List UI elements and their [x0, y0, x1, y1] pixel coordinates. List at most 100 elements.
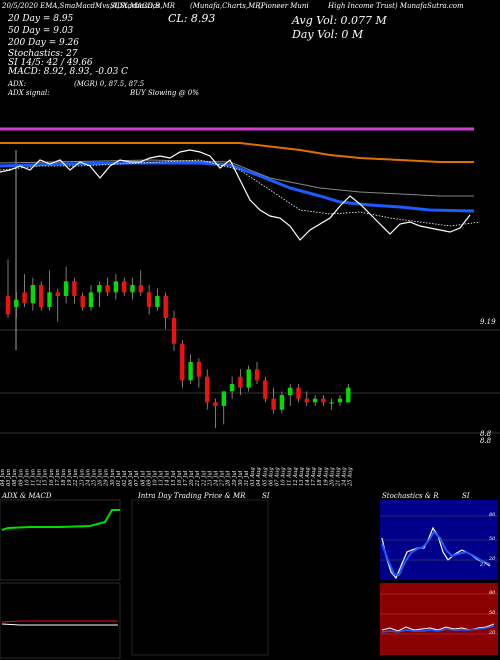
candle-body — [271, 398, 276, 410]
x-date-label: 18 Aug — [317, 467, 323, 486]
rsi-avg-line — [381, 625, 495, 633]
x-date-label: 20 Aug — [329, 467, 335, 487]
candle-body — [55, 292, 60, 296]
rsi-axis-50: 50 — [489, 610, 496, 616]
adx-panel-title: ADX & MACD — [2, 492, 52, 500]
candle-body — [72, 281, 77, 296]
candle-body — [113, 281, 119, 293]
candle-body — [229, 384, 235, 392]
sma100-line — [0, 142, 474, 163]
sma20-line — [0, 161, 475, 213]
candle-body — [337, 398, 343, 403]
adx-panel-readout: ADX: 0 +DY: 87.5 -DY: 87.5 — [2, 502, 113, 511]
candle-body — [47, 292, 52, 307]
candle-body — [263, 380, 268, 399]
intraday-si-label: SI — [262, 492, 270, 500]
x-date-label: 15 Jul — [171, 470, 177, 486]
x-date-label: 22 Jun — [73, 469, 79, 487]
sma200-label: 200 Day = 9.26 — [8, 38, 80, 48]
x-date-label: 20 Jul — [189, 470, 195, 487]
x-date-label: 10 Aug — [281, 467, 287, 486]
macd-signal-line — [1, 620, 118, 623]
close-price-label: CL: 8.93 — [168, 12, 216, 25]
candle-body — [130, 285, 135, 293]
candle-body — [122, 281, 127, 293]
x-date-label: 11 Jun — [31, 469, 37, 486]
x-date-label: 27 Jul — [220, 470, 226, 487]
x-date-label: 08 Jul — [140, 470, 146, 486]
x-date-label: 12 Jun — [37, 469, 43, 486]
x-date-label: 21 Aug — [336, 467, 342, 487]
candle-body — [288, 387, 293, 395]
x-date-label: 22 Jul — [201, 470, 207, 487]
adx-line — [1, 509, 120, 531]
ema-dotted-line — [0, 159, 481, 227]
candle-body — [138, 285, 143, 293]
x-date-label: 05 Aug — [262, 467, 268, 486]
x-date-label: 06 Aug — [268, 467, 274, 486]
x-date-label: 08 Jun — [12, 469, 18, 486]
x-date-label: 06 Jul — [128, 470, 134, 486]
candle-body — [329, 402, 334, 404]
sma20-label: 20 Day = 8.95 — [8, 14, 74, 24]
x-date-label: 24 Jun — [85, 469, 91, 487]
x-date-label: 24 Jul — [214, 470, 220, 487]
x-date-label: 04 Aug — [256, 467, 262, 486]
candle-body — [80, 296, 85, 307]
x-date-label: 23 Jul — [207, 470, 213, 487]
candle-body — [238, 376, 243, 388]
stoch-si-label: SI — [462, 492, 470, 500]
candle-body — [30, 285, 36, 304]
si-label: SI 14/5: 42 / 49.66 — [8, 58, 93, 68]
candle-body — [213, 402, 218, 406]
header-line-indicators: 20/5/2020 EMA,SmaMacdMvs,ADX,MACD,B — [2, 2, 161, 10]
intraday-panel-title: Intra Day Trading Price & MR — [138, 492, 246, 500]
candle-body — [88, 292, 94, 307]
x-date-label: 14 Jul — [165, 470, 171, 486]
x-date-label: 12 Aug — [293, 467, 299, 486]
x-date-label: 11 Aug — [287, 467, 293, 486]
candle-body — [97, 285, 102, 293]
sma50-label: 50 Day = 9.03 — [8, 26, 74, 36]
candle-body — [254, 369, 260, 381]
stochastics-label: Stochastics: 27 — [8, 49, 78, 59]
x-date-label: 09 Jul — [146, 470, 152, 486]
x-date-label: 19 Jun — [67, 469, 73, 486]
x-date-label: 13 Jul — [159, 470, 165, 486]
x-date-label: 17 Jun — [55, 469, 61, 486]
x-date-label: 10 Jun — [24, 469, 30, 486]
adx-signal-label: ADX signal: — [8, 89, 50, 97]
rsi-axis-80: 80 — [489, 590, 496, 596]
x-date-label: 02 Jul — [122, 470, 128, 486]
stoch-axis-20: 20 — [489, 556, 496, 562]
sma50-line — [0, 159, 474, 197]
x-date-label: 29 Jun — [104, 469, 110, 487]
x-date-label: 10 Jul — [153, 470, 159, 486]
price-right-label: 9.19 — [480, 318, 496, 326]
rsi-line — [381, 623, 495, 632]
x-date-label: 04 Jun — [0, 469, 6, 486]
header-line-charts: (Munafa,Charts,MR) — [190, 2, 264, 10]
candle-body — [279, 395, 285, 410]
macd-line — [1, 623, 118, 626]
candle-body — [22, 292, 27, 304]
x-date-label: 07 Aug — [275, 467, 281, 486]
x-date-label: 29 Jul — [232, 470, 238, 487]
stoch-axis-50: 50 — [489, 536, 496, 542]
adx-panel — [0, 499, 121, 581]
x-date-label: 01 Jul — [116, 470, 122, 486]
x-date-label: 15 Jun — [43, 469, 49, 486]
price-chart: 04 Jun 05 Jun 08 Jun 09 Jun 10 Jun 11 Jun 12 J… — [0, 127, 500, 487]
buy-signal: BUY Slowing @ 0% — [130, 89, 199, 97]
x-date-label: 03 Aug — [250, 467, 256, 486]
x-date-label: 17 Jul — [183, 470, 189, 486]
rsi-panel — [380, 583, 498, 655]
candle-body — [321, 398, 326, 403]
day-volume-label: Day Vol: 0 M — [292, 28, 364, 41]
candle-body — [163, 296, 168, 318]
x-date-label: 25 Jun — [92, 469, 98, 487]
x-date-label: 31 Jul — [244, 470, 250, 486]
candle-body — [246, 369, 251, 388]
price-line — [0, 149, 471, 241]
candle-body — [346, 387, 351, 403]
